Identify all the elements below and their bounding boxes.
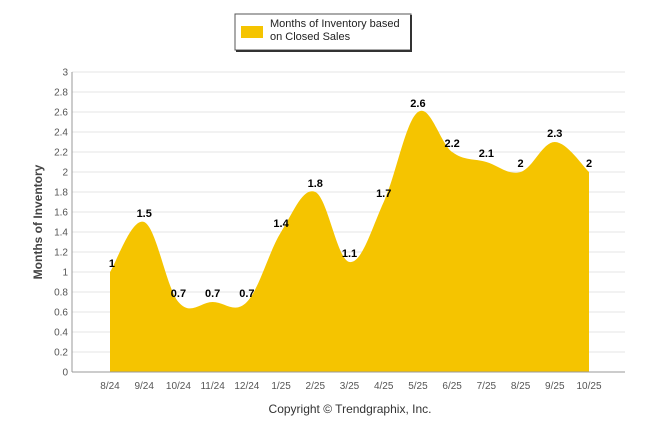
y-tick-label: 0.8 (54, 288, 68, 299)
data-label: 1.5 (137, 208, 152, 220)
data-label: 1.1 (342, 248, 357, 260)
y-tick-label: 1.2 (54, 248, 68, 259)
x-tick-labels: 8/24 9/24 10/24 11/24 12/24 1/25 2/25 3/25 4/25 5… (100, 381, 602, 392)
y-tick-label: 2.6 (54, 108, 68, 119)
x-tick-label: 4/25 (374, 381, 394, 392)
area-series-months-of-inventory (110, 110, 589, 372)
y-tick-labels: 0 0.2 0.4 0.6 0.8 1 1.2 1.4 1.6 1.8 2 2.2 2.4 2.6 2.8 3 (54, 68, 68, 379)
x-tick-label: 5/25 (408, 381, 428, 392)
y-tick-label: 3 (62, 68, 68, 79)
x-tick-label: 8/24 (100, 381, 120, 392)
y-tick-label: 0.4 (54, 328, 68, 339)
y-tick-label: 2 (62, 168, 68, 179)
axes (71, 72, 625, 373)
y-tick-label: 2.8 (54, 88, 68, 99)
legend-swatch (241, 26, 263, 38)
x-tick-label: 11/24 (200, 381, 225, 392)
data-label: 2 (518, 158, 524, 170)
x-tick-label: 6/25 (442, 381, 462, 392)
y-axis-label: Months of Inventory (31, 164, 45, 279)
data-label: 1.4 (273, 218, 289, 230)
x-tick-label: 3/25 (340, 381, 360, 392)
y-tick-label: 0 (62, 368, 68, 379)
series-area (110, 110, 589, 372)
y-tick-label: 1 (62, 268, 68, 279)
y-tick-label: 1.6 (54, 208, 68, 219)
x-tick-label: 9/24 (134, 381, 154, 392)
data-label: 0.7 (171, 288, 186, 300)
data-label: 2.3 (547, 128, 562, 140)
data-labels: 1 1.5 0.7 0.7 0.7 1.4 1.8 1.1 1.7 2.6 2.2 2.1 2 2.3 2 (109, 98, 592, 300)
x-tick-label: 9/25 (545, 381, 565, 392)
legend-line-2: on Closed Sales (270, 31, 351, 43)
legend-box (234, 13, 412, 51)
y-tick-label: 1.8 (54, 188, 68, 199)
data-label: 1.8 (308, 178, 323, 190)
x-tick-label: 10/24 (166, 381, 191, 392)
data-label: 2 (586, 158, 592, 170)
y-tick-label: 2.2 (54, 148, 68, 159)
legend: Months of Inventory based on Closed Sale… (234, 13, 412, 52)
data-label: 1.7 (376, 188, 391, 200)
x-tick-label: 1/25 (271, 381, 291, 392)
data-label: 2.2 (444, 138, 459, 150)
legend-line-1: Months of Inventory based (270, 18, 400, 30)
x-tick-label: 10/25 (576, 381, 601, 392)
y-tick-label: 1.4 (54, 228, 68, 239)
y-tick-label: 0.2 (54, 348, 68, 359)
x-tick-label: 2/25 (306, 381, 326, 392)
copyright-footer: Copyright © Trendgraphix, Inc. (269, 402, 432, 416)
data-label: 1 (109, 258, 115, 270)
data-label: 2.1 (479, 148, 494, 160)
y-tick-label: 2.4 (54, 128, 68, 139)
x-tick-label: 8/25 (511, 381, 531, 392)
x-tick-label: 12/24 (234, 381, 259, 392)
data-label: 0.7 (239, 288, 254, 300)
y-tick-label: 0.6 (54, 308, 68, 319)
data-label: 2.6 (410, 98, 425, 110)
data-label: 0.7 (205, 288, 220, 300)
x-tick-label: 7/25 (477, 381, 497, 392)
